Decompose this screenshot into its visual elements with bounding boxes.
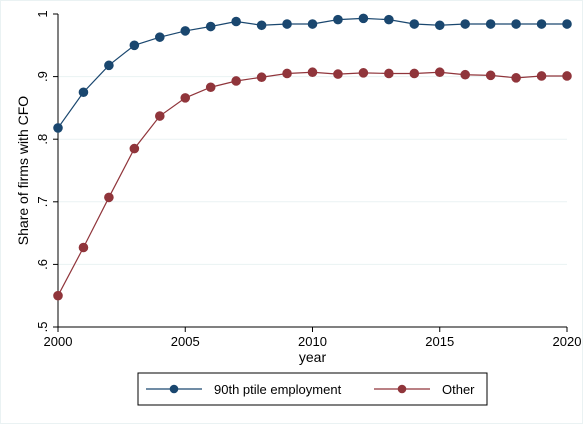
series-1 — [53, 13, 572, 133]
series-layer — [53, 13, 572, 301]
data-point — [180, 26, 191, 36]
data-point — [333, 14, 343, 25]
data-point — [205, 82, 216, 93]
plot-area — [58, 14, 567, 327]
data-point — [205, 21, 216, 32]
data-point — [129, 143, 140, 154]
data-point — [434, 67, 445, 78]
x-tick-label: 2020 — [553, 334, 582, 349]
data-point — [104, 192, 114, 203]
data-point — [384, 14, 394, 25]
data-point — [485, 19, 496, 29]
data-point — [78, 87, 89, 98]
data-point — [180, 93, 191, 103]
data-point — [104, 60, 114, 71]
data-point — [485, 70, 496, 81]
y-tick-label: .9 — [35, 71, 50, 82]
data-point — [155, 32, 165, 42]
y-tick-label: .7 — [35, 196, 50, 207]
data-point — [511, 73, 521, 83]
data-point — [384, 68, 394, 79]
data-point — [536, 19, 547, 29]
data-point — [282, 68, 292, 79]
x-axis-title: year — [299, 349, 327, 365]
data-point — [53, 290, 63, 301]
data-point — [307, 19, 318, 29]
y-tick-label: .6 — [35, 259, 50, 270]
data-point — [358, 13, 369, 24]
y-tick-label: .5 — [35, 322, 50, 333]
data-point — [409, 19, 420, 29]
data-point — [333, 69, 343, 79]
legend-marker — [169, 384, 179, 394]
data-point — [53, 123, 63, 133]
legend-label: Other — [442, 382, 475, 397]
data-point — [536, 71, 547, 81]
data-point — [409, 68, 420, 79]
series-2 — [53, 67, 572, 301]
data-point — [282, 19, 292, 29]
data-point — [129, 40, 140, 51]
data-point — [78, 242, 89, 253]
legend-marker — [397, 384, 407, 394]
data-point — [434, 20, 445, 31]
legend-label: 90th ptile employment — [214, 382, 342, 397]
data-point — [358, 68, 369, 78]
y-axis-title: Share of firms with CFO — [15, 96, 31, 245]
axes: .5 .6 .7 .8 .9 1 2000 2005 2010 2015 2020 — [35, 10, 581, 349]
x-tick-label: 2015 — [425, 334, 454, 349]
data-point — [562, 19, 572, 29]
data-point — [511, 19, 521, 29]
legend: 90th ptile employment Other — [137, 372, 488, 406]
data-point — [460, 19, 471, 29]
x-tick-label: 2010 — [298, 334, 327, 349]
y-tick-label: .8 — [35, 134, 50, 145]
grid-lines — [58, 14, 567, 327]
data-point — [256, 72, 267, 83]
data-point — [231, 16, 241, 27]
data-point — [460, 69, 471, 80]
data-point — [256, 20, 267, 31]
data-point — [562, 71, 572, 81]
x-tick-label: 2000 — [44, 334, 73, 349]
x-tick-label: 2005 — [171, 334, 200, 349]
legend-item: 90th ptile employment — [146, 382, 342, 397]
data-point — [307, 67, 318, 78]
data-point — [231, 76, 241, 86]
data-point — [155, 111, 165, 121]
legend-item: Other — [374, 382, 475, 397]
y-tick-label: 1 — [35, 10, 50, 17]
